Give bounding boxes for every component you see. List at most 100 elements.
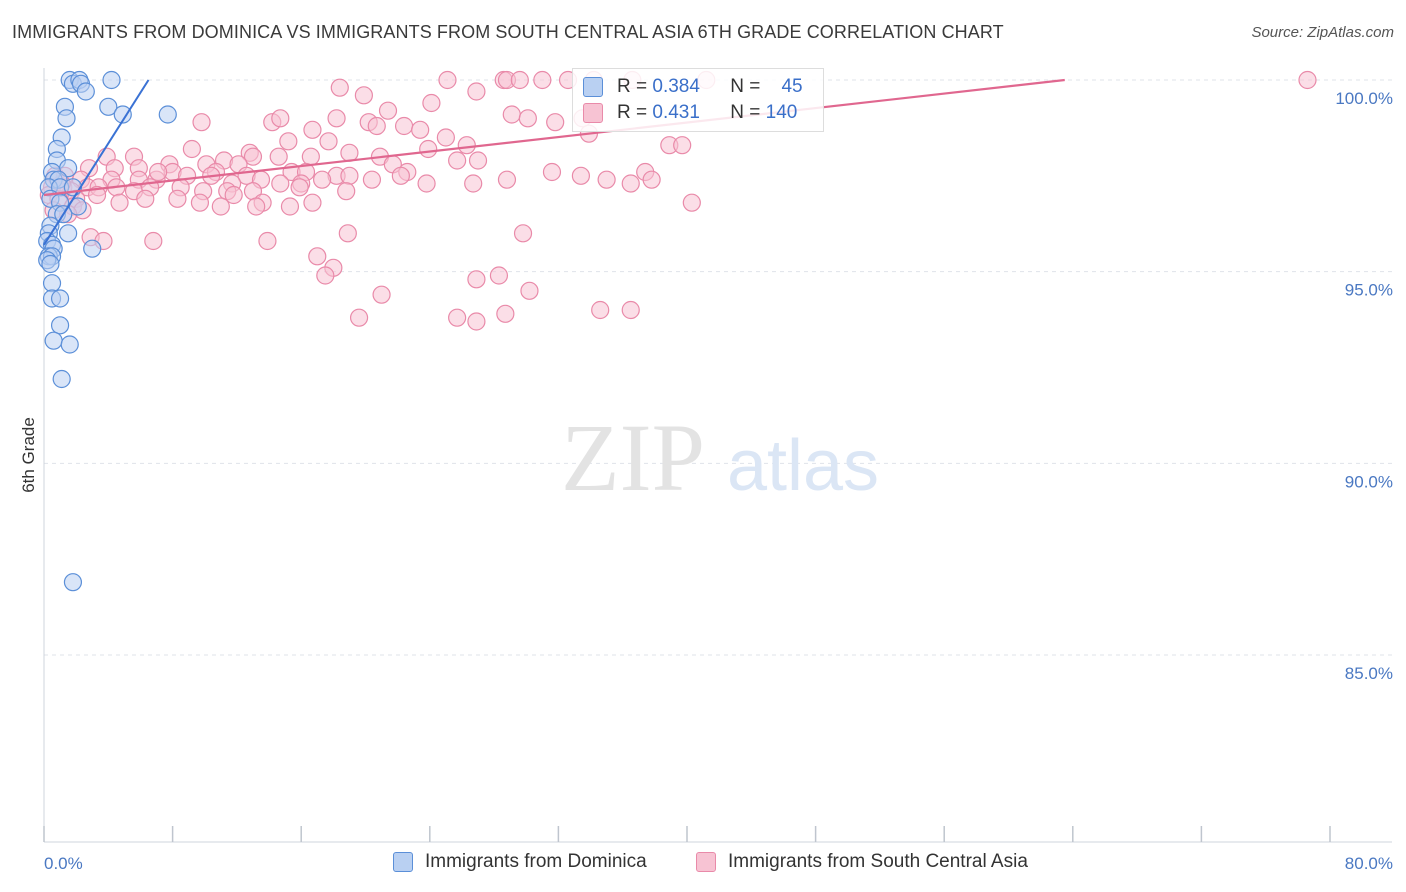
legend-n-label: N =: [730, 102, 761, 123]
point-south-central-asia: [621, 300, 640, 320]
point-south-central-asia: [144, 231, 163, 251]
point-south-central-asia: [303, 120, 322, 139]
point-south-central-asia: [337, 182, 356, 201]
bottom-swatch-dominica: [393, 852, 413, 872]
x-tick-label: 0.0%: [44, 854, 83, 873]
point-south-central-asia: [411, 120, 430, 139]
point-south-central-asia: [468, 151, 488, 170]
point-dominica: [63, 573, 83, 592]
point-south-central-asia: [110, 193, 129, 212]
legend-r-label: R =: [617, 102, 648, 123]
point-south-central-asia: [271, 109, 290, 128]
legend-r-label: R =: [617, 76, 648, 97]
point-south-central-asia: [362, 170, 382, 189]
point-south-central-asia: [149, 162, 168, 182]
legend-swatch-asia: [583, 103, 603, 123]
bottom-legend-dominica: Immigrants from Dominica: [393, 851, 647, 873]
point-south-central-asia: [448, 308, 467, 327]
bottom-swatch-asia: [696, 852, 716, 872]
y-tick-label: 90.0%: [1345, 472, 1393, 491]
point-south-central-asia: [520, 281, 539, 300]
point-south-central-asia: [354, 86, 373, 105]
point-south-central-asia: [338, 224, 357, 243]
x-tick-label: 80.0%: [1345, 854, 1393, 873]
bottom-legend-asia: Immigrants from South Central Asia: [696, 851, 1028, 873]
bottom-legend-label: Immigrants from South Central Asia: [728, 851, 1028, 872]
point-south-central-asia: [394, 116, 414, 136]
point-south-central-asia: [682, 193, 701, 212]
point-south-central-asia: [436, 128, 455, 147]
point-south-central-asia: [464, 174, 483, 193]
point-south-central-asia: [489, 266, 509, 285]
point-south-central-asia: [372, 285, 391, 304]
point-south-central-asia: [136, 189, 155, 208]
legend-box: R = 0.384 N = 45 R = 0.431 N = 140: [572, 68, 824, 132]
y-tick-label: 95.0%: [1345, 281, 1393, 300]
point-south-central-asia: [513, 224, 533, 243]
chart-title: IMMIGRANTS FROM DOMINICA VS IMMIGRANTS F…: [12, 22, 1004, 42]
point-south-central-asia: [190, 193, 210, 212]
point-south-central-asia: [597, 170, 616, 189]
legend-r-value: 0.431: [652, 102, 700, 123]
watermark-zip: ZIP: [561, 404, 705, 511]
point-dominica: [50, 289, 70, 308]
point-south-central-asia: [533, 70, 552, 90]
point-dominica: [99, 97, 118, 116]
point-south-central-asia: [518, 109, 537, 128]
point-south-central-asia: [438, 70, 457, 90]
point-south-central-asia: [1298, 70, 1317, 90]
point-south-central-asia: [211, 197, 230, 216]
point-south-central-asia: [280, 197, 300, 216]
point-south-central-asia: [378, 101, 398, 120]
point-south-central-asia: [243, 147, 263, 166]
point-south-central-asia: [497, 170, 517, 189]
point-south-central-asia: [192, 113, 211, 132]
series-south-central-asia: [39, 70, 1317, 331]
point-south-central-asia: [330, 78, 349, 97]
tick-labels: 100.0% 95.0% 90.0% 85.0% 0.0% 80.0%: [44, 89, 1393, 873]
point-south-central-asia: [290, 178, 309, 197]
y-axis-label: 6th Grade: [19, 417, 38, 493]
point-dominica: [76, 82, 95, 101]
legend-row-asia: R = 0.431 N = 140: [583, 101, 797, 125]
watermark: ZIP atlas: [561, 404, 879, 511]
point-south-central-asia: [87, 185, 107, 205]
source-label: Source: ZipAtlas.com: [1251, 24, 1394, 41]
point-south-central-asia: [496, 304, 515, 323]
trend-line-dominica: [43, 79, 150, 246]
point-south-central-asia: [510, 70, 529, 90]
axes: [43, 68, 1392, 843]
point-dominica: [59, 224, 78, 243]
y-tick-label: 85.0%: [1345, 664, 1393, 683]
bottom-legend-label: Immigrants from Dominica: [425, 851, 647, 872]
point-south-central-asia: [417, 174, 436, 193]
point-south-central-asia: [367, 116, 386, 136]
y-tick-label: 100.0%: [1335, 89, 1393, 108]
point-south-central-asia: [327, 109, 346, 128]
point-south-central-asia: [340, 143, 359, 162]
point-south-central-asia: [546, 113, 565, 132]
point-dominica: [41, 254, 60, 274]
point-south-central-asia: [591, 300, 610, 320]
point-south-central-asia: [303, 193, 322, 212]
point-south-central-asia: [467, 312, 486, 331]
legend-swatch-dominica: [583, 77, 603, 97]
point-dominica: [50, 316, 70, 335]
point-south-central-asia: [571, 166, 591, 185]
point-dominica: [158, 105, 177, 124]
point-south-central-asia: [448, 151, 467, 170]
point-south-central-asia: [673, 136, 692, 155]
point-south-central-asia: [258, 231, 277, 251]
watermark-atlas: atlas: [727, 426, 879, 506]
trend-line-south-central-asia: [43, 78, 1065, 197]
point-dominica: [102, 70, 121, 90]
legend-n-value: 140: [765, 102, 798, 123]
point-south-central-asia: [301, 147, 320, 166]
point-dominica: [113, 105, 132, 124]
point-south-central-asia: [419, 139, 438, 159]
point-south-central-asia: [316, 266, 335, 285]
point-dominica: [83, 239, 102, 258]
point-south-central-asia: [340, 166, 359, 185]
point-south-central-asia: [319, 132, 338, 151]
